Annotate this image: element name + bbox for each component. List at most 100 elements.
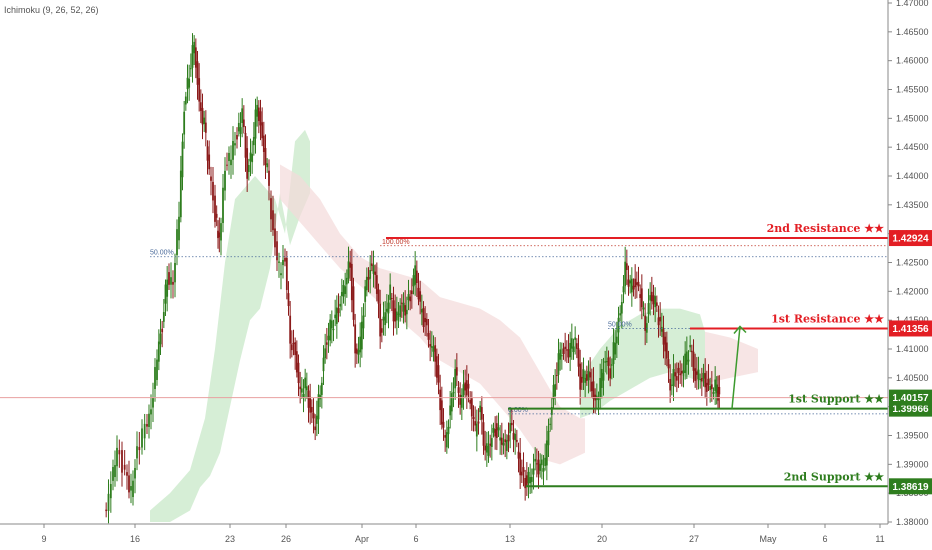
candle-body: [689, 345, 692, 348]
candle-body: [354, 324, 357, 354]
current-price-label: 1.40157: [892, 393, 929, 404]
candle-body: [479, 405, 482, 413]
candle-body: [477, 421, 480, 424]
candle-body: [450, 393, 453, 412]
x-tick-label: May: [759, 534, 777, 544]
x-tick-label: 23: [225, 534, 235, 544]
candle-body: [557, 353, 560, 375]
kumo-bullish: [580, 308, 705, 419]
ichimoku-cloud: [150, 129, 758, 522]
candle-body: [645, 323, 648, 333]
candle-body: [126, 472, 128, 476]
candle-body: [500, 437, 503, 445]
candle-body: [278, 261, 280, 263]
candle-body: [295, 351, 298, 373]
candle-body: [150, 409, 152, 415]
candle-body: [282, 259, 284, 266]
candle-body: [280, 273, 282, 276]
candle-body: [364, 286, 367, 302]
candle-body: [545, 440, 548, 466]
candle-body: [449, 405, 452, 416]
candle-body: [123, 464, 126, 470]
candle-body: [659, 316, 662, 322]
candle-body: [434, 345, 437, 362]
candle-body: [442, 421, 445, 428]
candle-body: [470, 398, 473, 417]
candle-body: [130, 486, 132, 491]
candle-body: [262, 135, 265, 153]
candle-body: [289, 315, 292, 344]
candle-body: [472, 417, 475, 419]
candle-body: [347, 261, 350, 279]
candle-body: [305, 386, 308, 391]
candle-body: [389, 284, 392, 300]
candle-body: [572, 346, 575, 353]
candle-body: [555, 375, 558, 377]
candle-body: [201, 107, 204, 125]
y-tick-label: 1.42500: [896, 258, 929, 268]
candle-body: [412, 275, 415, 287]
x-tick-label: 11: [875, 534, 884, 544]
candle-body: [559, 349, 562, 360]
candle-body: [424, 317, 427, 323]
candle-body: [357, 349, 360, 355]
candle-body: [417, 287, 420, 300]
candle-body: [374, 271, 377, 275]
candle-body: [172, 281, 174, 285]
candle-body: [580, 377, 583, 383]
candle-body: [217, 230, 219, 239]
candle-body: [592, 381, 595, 399]
candle-body: [482, 422, 485, 446]
candle-body: [365, 276, 368, 291]
current-price-badge: [889, 389, 932, 406]
candle-body: [634, 278, 637, 288]
candle-body: [304, 377, 307, 389]
candle-body: [264, 148, 267, 166]
candle-body: [410, 290, 413, 295]
candle-body: [510, 422, 513, 426]
candle-body: [355, 348, 358, 354]
candle-body: [475, 423, 478, 437]
level-price-label: 1.39966: [892, 404, 929, 415]
candle-body: [662, 329, 665, 345]
candle-body: [567, 349, 570, 358]
candle-body: [168, 272, 170, 285]
candle-body: [565, 349, 568, 351]
y-tick-label: 1.45500: [896, 85, 929, 95]
candles: [105, 33, 721, 524]
y-tick-label: 1.41500: [896, 315, 929, 325]
candle-body: [429, 344, 432, 347]
candle-body: [570, 338, 573, 349]
candle-body: [700, 378, 703, 382]
candle-body: [143, 423, 146, 439]
candle-body: [292, 343, 295, 345]
candle-body: [715, 384, 718, 394]
candle-body: [337, 308, 340, 314]
candle-body: [699, 378, 702, 380]
candle-body: [297, 362, 300, 384]
candle-body: [464, 382, 467, 391]
x-tick-label: 16: [130, 534, 140, 544]
candle-body: [183, 111, 186, 135]
candle-body: [654, 296, 657, 308]
candle-body: [492, 427, 495, 433]
candle-body: [109, 483, 112, 499]
candle-body: [589, 372, 592, 378]
candle-body: [612, 342, 615, 365]
candle-body: [339, 303, 342, 307]
price-axis-panel[interactable]: [888, 0, 932, 550]
candle-body: [430, 346, 433, 348]
candle-body: [444, 435, 447, 438]
candle-body: [148, 413, 150, 427]
candle-body: [314, 426, 317, 431]
candle-body: [457, 387, 460, 393]
candle-body: [420, 309, 423, 313]
x-tick-label: 9: [41, 534, 46, 544]
candle-body: [512, 432, 515, 440]
candle-body: [490, 438, 493, 447]
candle-body: [284, 257, 286, 262]
candle-body: [112, 467, 114, 481]
candle-body: [274, 228, 276, 248]
